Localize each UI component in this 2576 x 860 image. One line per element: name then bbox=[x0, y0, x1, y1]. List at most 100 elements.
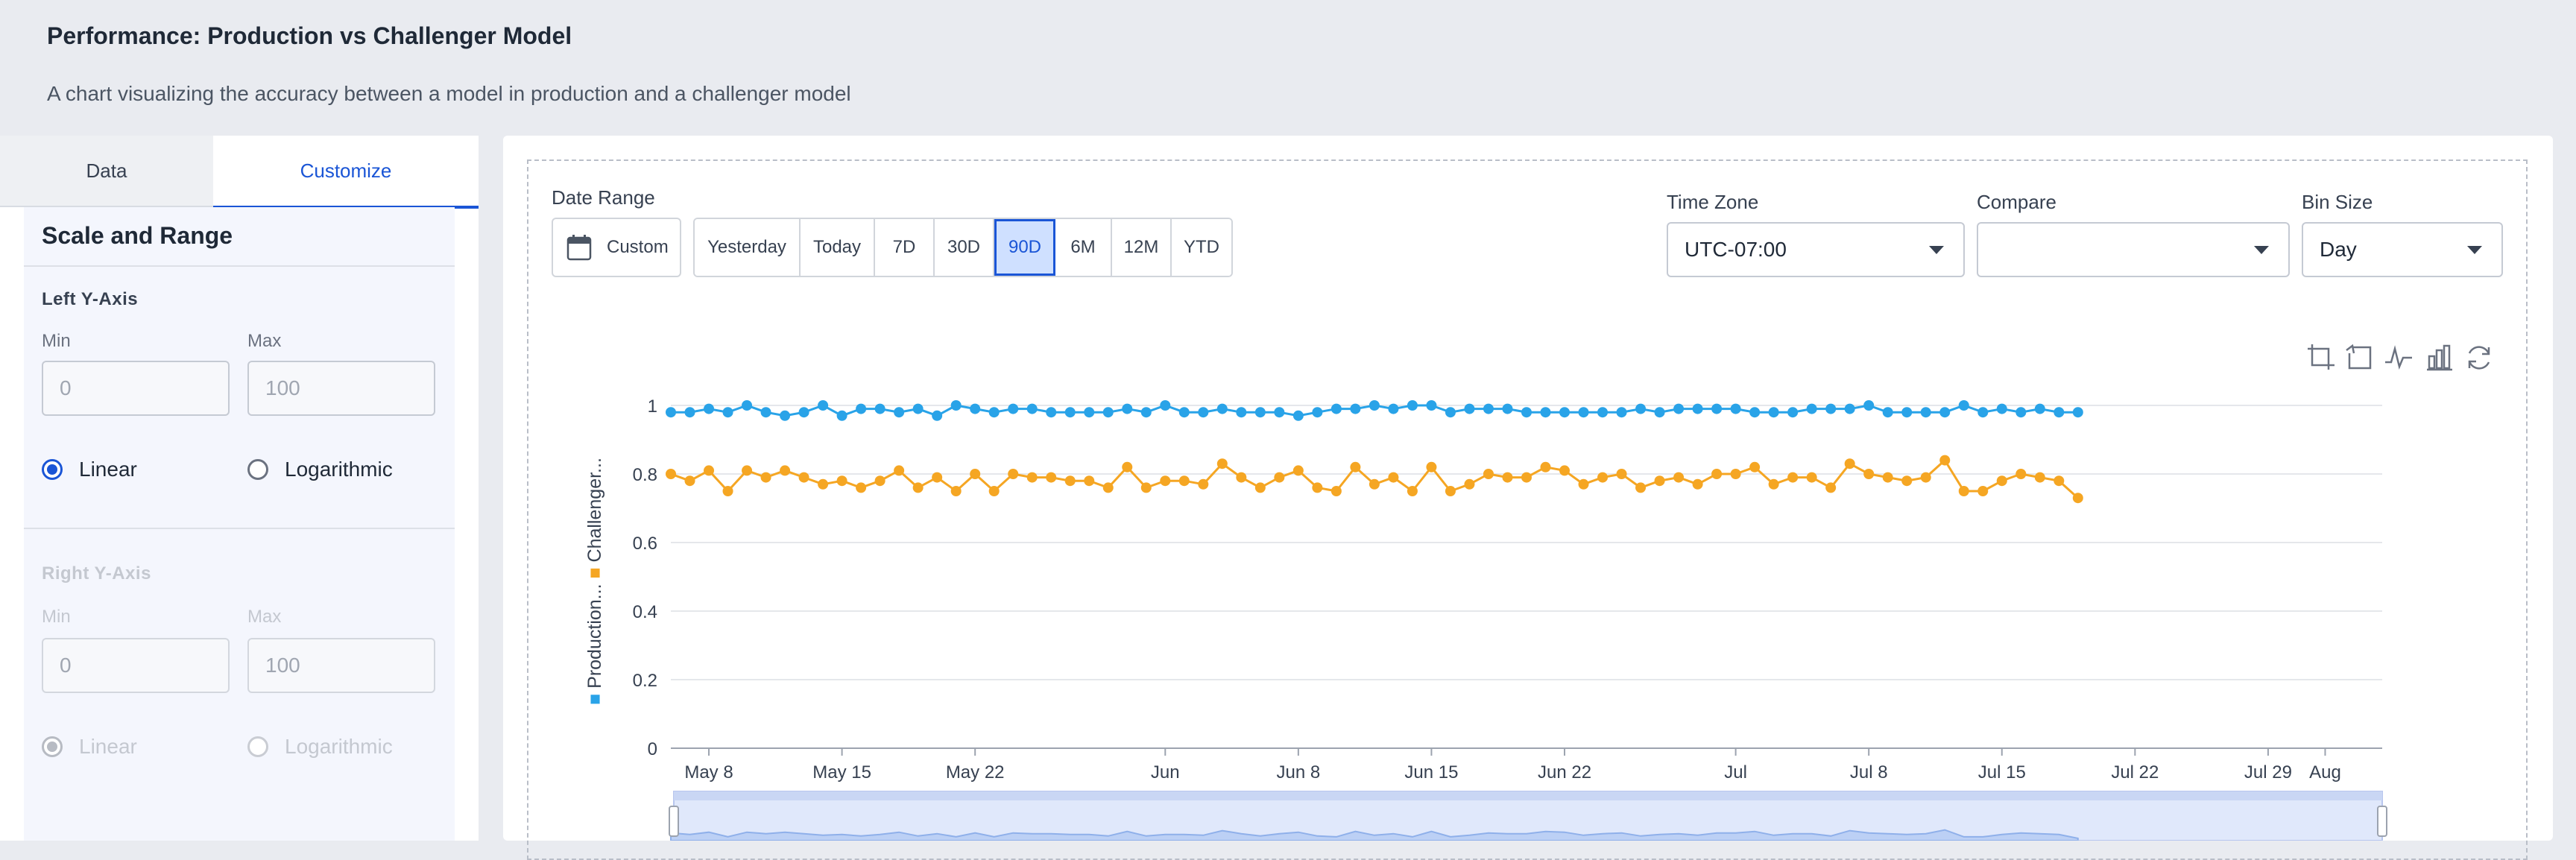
right-max-label: Max bbox=[247, 607, 282, 627]
data-point bbox=[1064, 407, 1076, 418]
range-yesterday-button[interactable]: Yesterday bbox=[695, 219, 801, 276]
data-point bbox=[874, 403, 886, 414]
data-point bbox=[1140, 407, 1152, 418]
y-tick-label: 1 bbox=[648, 396, 657, 417]
data-point bbox=[1368, 400, 1380, 411]
custom-date-button[interactable]: Custom bbox=[552, 218, 681, 277]
data-point bbox=[1274, 407, 1285, 418]
left-log-label: Logarithmic bbox=[285, 458, 393, 481]
data-point bbox=[1958, 486, 1969, 496]
data-point bbox=[1825, 403, 1837, 414]
range-6m-button[interactable]: 6M bbox=[1055, 219, 1112, 276]
data-point bbox=[1882, 472, 1893, 483]
bin-size-select[interactable]: Day bbox=[2302, 222, 2503, 277]
data-point bbox=[1216, 458, 1228, 469]
refresh-icon[interactable] bbox=[2464, 343, 2494, 373]
data-point bbox=[1388, 403, 1399, 414]
data-point bbox=[1635, 403, 1647, 414]
data-point bbox=[1502, 403, 1513, 414]
data-point bbox=[1597, 472, 1609, 483]
radio-selected-icon bbox=[42, 736, 63, 757]
right-min-label: Min bbox=[42, 607, 71, 627]
data-point bbox=[2053, 407, 2065, 418]
data-point bbox=[1578, 407, 1589, 418]
data-point bbox=[950, 486, 962, 496]
data-point bbox=[1654, 407, 1665, 418]
data-point bbox=[1292, 410, 1304, 421]
left-log-radio[interactable]: Logarithmic bbox=[247, 458, 393, 481]
data-point bbox=[1178, 407, 1190, 418]
data-point bbox=[1350, 461, 1361, 472]
data-point bbox=[1692, 478, 1703, 490]
data-point bbox=[722, 486, 733, 496]
left-max-input[interactable] bbox=[247, 361, 435, 416]
range-30d-button[interactable]: 30D bbox=[935, 219, 994, 276]
data-point bbox=[1749, 461, 1761, 472]
radio-unselected-icon bbox=[247, 459, 268, 480]
range-12m-button[interactable]: 12M bbox=[1112, 219, 1172, 276]
data-point bbox=[1806, 403, 1817, 414]
right-linear-radio[interactable]: Linear bbox=[42, 735, 137, 759]
data-point bbox=[970, 469, 981, 479]
data-point bbox=[1711, 469, 1723, 479]
data-point bbox=[684, 475, 695, 487]
data-point bbox=[666, 469, 676, 479]
data-point bbox=[1426, 461, 1437, 472]
right-min-input[interactable] bbox=[42, 638, 230, 693]
data-point bbox=[818, 478, 829, 490]
section-title: Scale and Range bbox=[42, 222, 233, 249]
data-point bbox=[836, 475, 847, 487]
data-point bbox=[1122, 403, 1133, 414]
compare-label: Compare bbox=[1977, 191, 2056, 213]
tab-data[interactable]: Data bbox=[0, 136, 213, 207]
divider bbox=[24, 528, 455, 529]
data-point bbox=[1178, 475, 1190, 487]
y-axis-label: ■ Production... ■ Challenger... bbox=[584, 458, 605, 705]
data-point bbox=[1026, 472, 1038, 483]
left-linear-label: Linear bbox=[79, 458, 137, 481]
compare-select[interactable] bbox=[1977, 222, 2290, 277]
data-point bbox=[798, 472, 809, 483]
data-point bbox=[1711, 403, 1723, 414]
x-tick-label: Jul 22 bbox=[2111, 762, 2159, 782]
data-point bbox=[1160, 400, 1171, 411]
range-90d-button[interactable]: 90D bbox=[994, 219, 1055, 276]
data-point bbox=[1844, 458, 1855, 469]
data-point bbox=[1026, 403, 1038, 414]
right-max-input[interactable] bbox=[247, 638, 435, 693]
data-point bbox=[2015, 407, 2027, 418]
range-7d-button[interactable]: 7D bbox=[875, 219, 935, 276]
bar-chart-icon[interactable] bbox=[2424, 343, 2454, 373]
range-today-button[interactable]: Today bbox=[801, 219, 875, 276]
time-zone-select[interactable]: UTC-07:00 bbox=[1667, 222, 1965, 277]
radio-selected-icon bbox=[42, 459, 63, 480]
data-point bbox=[1368, 478, 1380, 490]
x-tick-label: Jun bbox=[1151, 762, 1180, 782]
data-point bbox=[2034, 403, 2045, 414]
data-point bbox=[1996, 403, 2007, 414]
zoom-icon[interactable] bbox=[2306, 343, 2336, 373]
right-log-radio[interactable]: Logarithmic bbox=[247, 735, 393, 759]
page-subtitle: A chart visualizing the accuracy between… bbox=[47, 82, 851, 105]
data-point bbox=[1920, 472, 1931, 483]
chevron-down-icon bbox=[2467, 246, 2482, 254]
data-point bbox=[1863, 469, 1875, 479]
data-point bbox=[1673, 472, 1685, 483]
chart-plot[interactable]: 0 0.2 0.4 0.6 0.8 1 May 8 May 15 May 22 Jun Jun 8 J… bbox=[0, 0, 2576, 841]
left-min-input[interactable] bbox=[42, 361, 230, 416]
tab-customize[interactable]: Customize bbox=[213, 136, 479, 209]
zoom-reset-icon[interactable] bbox=[2345, 343, 2375, 373]
data-point bbox=[1445, 407, 1456, 418]
left-linear-radio[interactable]: Linear bbox=[42, 458, 137, 481]
line-chart-icon[interactable] bbox=[2384, 343, 2414, 373]
data-point bbox=[1064, 475, 1076, 487]
data-point bbox=[1540, 461, 1551, 472]
data-point bbox=[1198, 478, 1209, 490]
time-zone-label: Time Zone bbox=[1667, 191, 1759, 213]
data-point bbox=[1330, 486, 1342, 496]
chevron-down-icon bbox=[1929, 246, 1944, 254]
data-point bbox=[1046, 472, 1057, 483]
range-ytd-button[interactable]: YTD bbox=[1172, 219, 1231, 276]
divider bbox=[24, 265, 455, 267]
data-point bbox=[1216, 403, 1228, 414]
